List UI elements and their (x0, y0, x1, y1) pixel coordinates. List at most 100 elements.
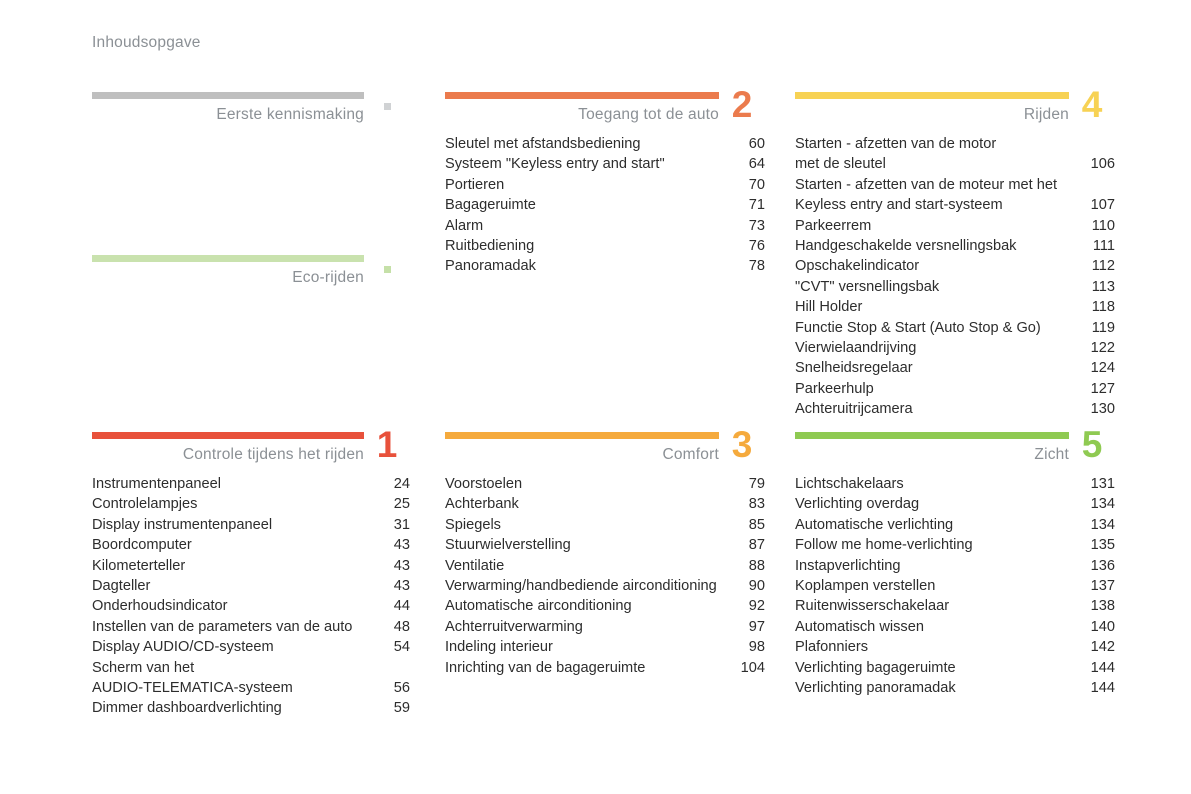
toc-item-label: Achterbank (445, 496, 519, 513)
toc-item: Lichtschakelaars 131 (795, 474, 1115, 494)
toc-item: Dimmer dashboardverlichting 59 (92, 698, 410, 718)
toc-item-label: Instapverlichting (795, 557, 901, 574)
toc-item-page: 43 (393, 557, 410, 574)
toc-item-page: 76 (748, 238, 765, 255)
toc-item-page: 124 (1090, 360, 1115, 377)
toc-item-page: 64 (748, 156, 765, 173)
toc-item-label: Inrichting van de bagageruimte (445, 659, 646, 676)
toc-item: Instrumentenpaneel 24 (92, 474, 410, 494)
section-rijden: Rijden 4 Starten - afzetten van de motor… (795, 86, 1115, 420)
toc-item-label: Follow me home-verlichting (795, 537, 973, 554)
toc-item: Koplampen verstellen 137 (795, 576, 1115, 596)
toc-item-label: Lichtschakelaars (795, 476, 904, 492)
section-bar (92, 92, 364, 99)
section-title: Toegang tot de auto (578, 106, 719, 123)
toc-item-page: 134 (1090, 516, 1115, 533)
section-header: Toegang tot de auto 2 (445, 86, 765, 124)
toc-item-label: Snelheidsregelaar (795, 360, 913, 377)
toc-item: Automatisch wissen 140 (795, 617, 1115, 637)
toc-item: Bagageruimte 71 (445, 195, 765, 215)
toc-item-page: 144 (1090, 659, 1115, 676)
toc-item: Systeem "Keyless entry and start" 64 (445, 154, 765, 174)
toc-item: Plafonniers 142 (795, 637, 1115, 657)
toc-list: Starten - afzetten van de motor met de s… (795, 134, 1115, 420)
toc-item-page: 43 (393, 537, 410, 554)
toc-item-label: Ruitbediening (445, 238, 535, 255)
toc-item: Ruitbediening 76 (445, 236, 765, 256)
toc-item: Verwarming/handbediende airconditioning … (445, 576, 765, 596)
toc-item-page: 79 (748, 476, 765, 492)
toc-item-page: 130 (1090, 401, 1115, 418)
toc-item: Indeling interieur 98 (445, 637, 765, 657)
section-number: 5 (1081, 424, 1103, 465)
toc-item: Ventilatie 88 (445, 556, 765, 576)
toc-item-label: Dimmer dashboardverlichting (92, 700, 282, 717)
toc-item: Functie Stop & Start (Auto Stop & Go) 11… (795, 318, 1115, 338)
toc-item: Follow me home-verlichting 135 (795, 535, 1115, 555)
toc-item: Achterbank 83 (445, 494, 765, 514)
toc-item-label: Spiegels (445, 516, 501, 533)
toc-item-label: Automatische verlichting (795, 516, 954, 533)
toc-item: Kilometerteller 43 (92, 556, 410, 576)
toc-list: Sleutel met afstandsbediening 60 Systeem… (445, 134, 765, 277)
toc-item-page: 92 (748, 598, 765, 615)
toc-item: Ruitenwisserschakelaar 138 (795, 596, 1115, 616)
section-bar (92, 255, 364, 262)
toc-list: Lichtschakelaars 131 Verlichting overdag… (795, 474, 1115, 698)
toc-item-page: 113 (1091, 278, 1115, 295)
toc-list: Voorstoelen 79 Achterbank 83 Spiegels 85… (445, 474, 765, 678)
toc-item-label: Display AUDIO/CD-systeem (92, 639, 274, 656)
toc-item-page: 140 (1090, 618, 1115, 635)
toc-list: Instrumentenpaneel 24 Controlelampjes 25… (92, 474, 410, 719)
toc-item-page: 119 (1091, 319, 1115, 336)
toc-item-label: Systeem "Keyless entry and start" (445, 156, 665, 173)
toc-item-page: 136 (1090, 557, 1115, 574)
toc-item-label: Achterruitverwarming (445, 618, 583, 635)
toc-item-label: Stuurwielverstelling (445, 537, 571, 554)
toc-item-label: Plafonniers (795, 639, 869, 656)
toc-item-page: 107 (1090, 197, 1115, 214)
toc-item-label: Verwarming/handbediende airconditioning (445, 578, 717, 595)
toc-item-page: 44 (393, 598, 410, 615)
toc-item-label: Boordcomputer (92, 537, 192, 554)
section-number: 3 (731, 424, 753, 465)
toc-item-label: Bagageruimte (445, 197, 536, 214)
toc-item: Verlichting panoramadak 144 (795, 678, 1115, 698)
toc-item: Inrichting van de bagageruimte 104 (445, 658, 765, 678)
toc-item-label: Parkeerrem (795, 217, 872, 234)
toc-item: Portieren 70 (445, 175, 765, 195)
section-bar (445, 432, 719, 439)
section-title: Controle tijdens het rijden (182, 446, 364, 463)
section-comfort: Comfort 3 Voorstoelen 79 Achterbank 83 S… (445, 424, 765, 678)
section-title: Eerste kennismaking (216, 106, 364, 123)
toc-item-label: Voorstoelen (445, 476, 523, 492)
toc-item: Verlichting overdag 134 (795, 494, 1115, 514)
toc-item: Automatische verlichting 134 (795, 515, 1115, 535)
toc-item-label: Opschakelindicator (795, 258, 920, 275)
toc-item: Spiegels 85 (445, 515, 765, 535)
toc-item-page: 110 (1091, 217, 1115, 234)
toc-item: Vierwielaandrijving 122 (795, 338, 1115, 358)
toc-item-label: Instrumentenpaneel (92, 476, 221, 492)
toc-item-page: 131 (1090, 476, 1115, 492)
section-marker (383, 266, 391, 273)
toc-item: Display AUDIO/CD-systeem 54 (92, 637, 410, 657)
toc-item: Achteruitrijcamera 130 (795, 399, 1115, 419)
section-controle-tijdens-het-rijden: Controle tijdens het rijden 1 Instrument… (92, 426, 410, 719)
toc-item-page: 70 (748, 176, 765, 193)
toc-item-page: 98 (748, 639, 765, 656)
toc-item: Alarm 73 (445, 216, 765, 236)
toc-item: Dagteller 43 (92, 576, 410, 596)
toc-item-page: 111 (1092, 238, 1115, 255)
toc-item-page: 60 (748, 136, 765, 152)
toc-item-label: Alarm (445, 217, 484, 234)
toc-item-label: Ventilatie (445, 557, 505, 574)
toc-item-page: 106 (1090, 156, 1115, 173)
toc-item: Verlichting bagageruimte 144 (795, 658, 1115, 678)
toc-item-page: 88 (748, 557, 765, 574)
toc-item-label: Koplampen verstellen (795, 578, 936, 595)
toc-item-page: 134 (1090, 496, 1115, 513)
toc-item: Starten - afzetten van de moteur met het… (795, 175, 1115, 216)
toc-item: Handgeschakelde versnellingsbak 111 (795, 236, 1115, 256)
toc-item: Controlelampjes 25 (92, 494, 410, 514)
